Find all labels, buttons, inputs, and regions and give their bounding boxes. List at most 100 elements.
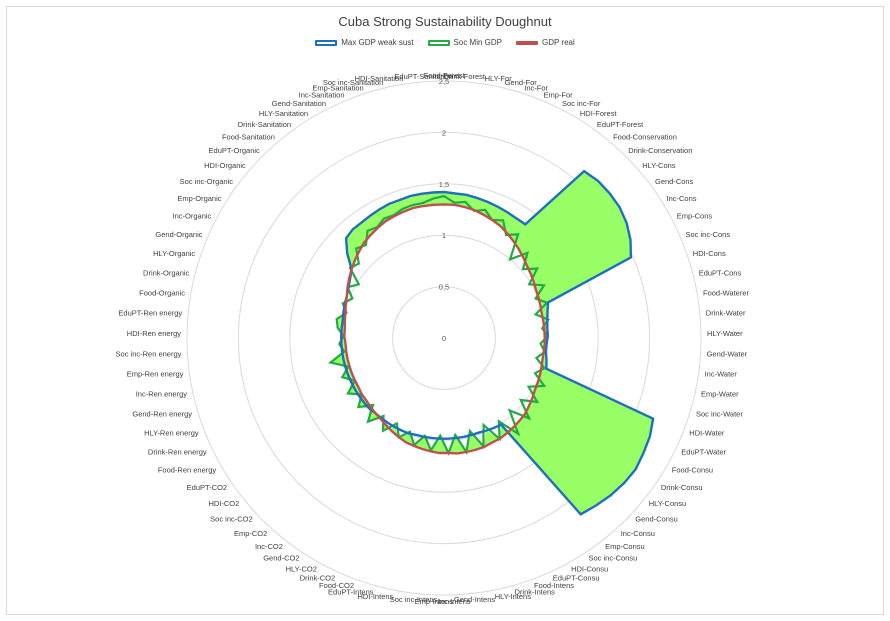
legend-item-gdp-real: GDP real bbox=[516, 38, 575, 47]
category-label-48: Gend-CO2 bbox=[263, 554, 299, 563]
doughnut-fill bbox=[330, 171, 654, 515]
category-label-40: Inc-Intens bbox=[438, 597, 471, 606]
legend-swatch-soc-min-gdp bbox=[427, 39, 450, 46]
legend: Max GDP weak sust Soc Min GDP GDP real bbox=[0, 38, 890, 47]
category-label-76: Inc-Sanitation bbox=[299, 91, 345, 100]
category-label-20: HLY-Water bbox=[707, 329, 743, 338]
category-label-30: Gend-Consu bbox=[635, 515, 678, 524]
series-line-1 bbox=[328, 194, 550, 456]
category-label-9: Food-Conservation bbox=[613, 133, 677, 142]
category-label-21: Gend-Water bbox=[707, 349, 748, 358]
category-label-78: Soc inc-Sanitation bbox=[323, 78, 383, 87]
gridline-1 bbox=[392, 286, 496, 390]
category-label-32: Emp-Consu bbox=[605, 542, 645, 551]
category-label-54: Food-Ren energy bbox=[158, 466, 217, 475]
category-label-11: HLY-Cons bbox=[642, 161, 676, 170]
category-label-42: Soc inc-Intens bbox=[390, 595, 438, 604]
category-label-15: Soc inc-Cons bbox=[686, 230, 731, 239]
category-label-26: EduPT-Water bbox=[681, 448, 726, 457]
legend-label-gdp-real: GDP real bbox=[542, 38, 575, 47]
category-label-68: Emp-Organic bbox=[177, 194, 221, 203]
chart-area bbox=[6, 6, 884, 615]
category-label-33: Soc inc-Consu bbox=[589, 554, 638, 563]
doughnut-region bbox=[330, 171, 654, 515]
category-label-4: Inc-For bbox=[524, 84, 548, 93]
category-label-49: Inc-CO2 bbox=[255, 542, 283, 551]
legend-item-max-gdp: Max GDP weak sust bbox=[315, 38, 414, 47]
category-label-70: HDI-Organic bbox=[204, 161, 246, 170]
category-label-52: HDI-CO2 bbox=[208, 499, 239, 508]
radial-tick-labels: 0 0,5 1 1,5 2 2,5 bbox=[439, 77, 449, 343]
tick-label-4: 2 bbox=[442, 128, 446, 137]
category-label-39: Gend-Intens bbox=[454, 595, 496, 604]
category-label-71: EduPT-Organic bbox=[209, 146, 261, 155]
category-label-64: Drink-Organic bbox=[143, 268, 190, 277]
gridline-4 bbox=[237, 131, 651, 545]
series-line-2 bbox=[343, 203, 546, 455]
category-label-51: Soc inc-CO2 bbox=[210, 515, 253, 524]
category-label-18: Food-Waterer bbox=[703, 288, 749, 297]
category-label-28: Drink-Consu bbox=[661, 483, 703, 492]
category-label-10: Drink-Conservation bbox=[628, 146, 692, 155]
category-label-66: Gend-Organic bbox=[155, 230, 202, 239]
category-label-55: Drink-Ren energy bbox=[148, 448, 207, 457]
category-label-63: Food-Organic bbox=[139, 288, 185, 297]
category-label-3: Gend-For bbox=[505, 78, 538, 87]
category-label-74: HLY-Sanitation bbox=[259, 109, 308, 118]
category-label-24: Soc inc-Water bbox=[696, 409, 743, 418]
category-label-60: Soc inc-Ren energy bbox=[116, 349, 182, 358]
category-label-43: HDI-Intens bbox=[357, 592, 393, 601]
category-label-13: Inc-Cons bbox=[667, 194, 697, 203]
category-label-22: Inc-Water bbox=[705, 370, 738, 379]
category-label-7: HDI-Forest bbox=[580, 109, 618, 118]
category-label-35: EduPT-Consu bbox=[553, 573, 600, 582]
category-label-50: Emp-CO2 bbox=[234, 529, 267, 538]
category-label-65: HLY-Organic bbox=[153, 249, 195, 258]
legend-label-max-gdp: Max GDP weak sust bbox=[341, 38, 414, 47]
gridline-3 bbox=[289, 183, 599, 493]
legend-label-soc-min-gdp: Soc Min GDP bbox=[453, 38, 503, 47]
category-label-41: Emp-Intens bbox=[415, 597, 454, 606]
tick-label-3: 1,5 bbox=[439, 180, 449, 189]
category-label-36: Food-Intens bbox=[534, 581, 574, 590]
legend-swatch-gdp-real bbox=[516, 40, 539, 45]
tick-label-5: 2,5 bbox=[439, 77, 449, 86]
legend-swatch-max-gdp bbox=[315, 39, 338, 46]
category-label-8: EduPT-Forest bbox=[597, 120, 644, 129]
tick-label-1: 0,5 bbox=[439, 283, 449, 292]
tick-label-2: 1 bbox=[442, 231, 446, 240]
category-label-23: Emp-Water bbox=[701, 390, 739, 399]
series-lines bbox=[328, 169, 655, 516]
category-label-44: EduPT-Intens bbox=[328, 587, 374, 596]
category-label-75: Gend-Sanitation bbox=[272, 99, 326, 108]
category-label-77: Emp-Sanitation bbox=[312, 84, 363, 93]
category-label-1: Drink-Forest bbox=[444, 72, 486, 81]
category-label-59: Emp-Ren energy bbox=[127, 370, 184, 379]
category-label-38: HLY-Intens bbox=[495, 592, 532, 601]
category-label-69: Soc inc-Organic bbox=[180, 177, 234, 186]
category-label-45: Food-CO2 bbox=[319, 581, 354, 590]
category-label-67: Inc-Organic bbox=[173, 211, 212, 220]
category-label-2: HLY-For bbox=[485, 74, 513, 83]
category-label-73: Drink-Sanitation bbox=[238, 120, 291, 129]
category-label-16: HDI-Cons bbox=[693, 249, 726, 258]
category-label-61: HDI-Ren energy bbox=[127, 329, 181, 338]
category-label-0: Food-Forest bbox=[424, 71, 466, 80]
category-label-19: Drink-Water bbox=[706, 309, 746, 318]
category-label-79: HDI-Sanitation bbox=[355, 74, 404, 83]
category-label-53: EduPT-CO2 bbox=[187, 483, 227, 492]
category-label-62: EduPT-Ren energy bbox=[118, 309, 182, 318]
category-label-25: HDI-Water bbox=[689, 429, 725, 438]
chart-title: Cuba Strong Sustainability Doughnut bbox=[338, 14, 552, 29]
category-label-14: Emp-Cons bbox=[677, 211, 713, 220]
category-label-6: Soc inc-For bbox=[562, 99, 601, 108]
category-label-58: Inc-Ren energy bbox=[136, 390, 188, 399]
category-label-56: HLY-Ren energy bbox=[144, 429, 199, 438]
category-label-17: EduPT-Cons bbox=[699, 268, 742, 277]
category-label-46: Drink-CO2 bbox=[300, 573, 335, 582]
category-label-27: Food-Consu bbox=[672, 466, 713, 475]
category-label-31: Inc-Consu bbox=[621, 529, 655, 538]
tick-label-0: 0 bbox=[442, 334, 446, 343]
